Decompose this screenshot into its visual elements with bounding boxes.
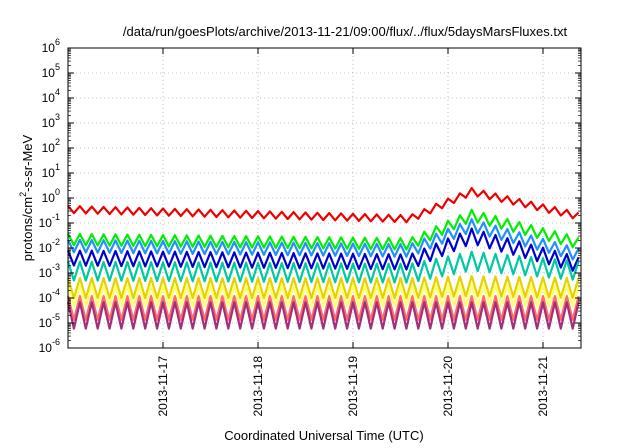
flux-series-line <box>66 283 580 308</box>
y-tick-label: 105 <box>42 62 60 80</box>
y-tick-label: 106 <box>42 37 60 55</box>
y-axis-ticks: 10-610-510-410-310-210-11001011021031041… <box>39 37 581 355</box>
x-tick-label: 2013-11-19 <box>346 356 360 417</box>
y-tick-label: 10-4 <box>39 287 60 305</box>
y-tick-exponent: -5 <box>52 312 60 322</box>
y-axis-label: protons/cm2-s-sr-MeV <box>18 134 35 261</box>
flux-series-line <box>66 301 580 330</box>
flux-series-line <box>66 250 580 284</box>
y-tick-exponent: -3 <box>52 262 60 272</box>
flux-series-line <box>66 275 580 300</box>
y-tick-label: 101 <box>42 162 60 180</box>
x-tick-label: 2013-11-21 <box>536 356 550 417</box>
y-tick-label: 10-3 <box>39 262 60 280</box>
y-tick-label: 10-2 <box>39 237 60 255</box>
chart-title: /data/run/goesPlots/archive/2013-11-21/0… <box>123 24 568 39</box>
flux-series-line <box>67 187 580 224</box>
y-tick-exponent: 4 <box>55 87 60 97</box>
x-tick-label: 2013-11-17 <box>156 356 170 417</box>
y-tick-base: 10 <box>42 116 56 130</box>
y-tick-exponent: -2 <box>52 237 60 247</box>
y-tick-base: 10 <box>39 216 53 230</box>
y-tick-exponent: 0 <box>55 187 60 197</box>
y-axis-label-suffix: -s-sr-MeV <box>20 134 35 191</box>
y-tick-exponent: 5 <box>55 62 60 72</box>
y-axis-label-prefix: protons/cm <box>20 197 35 261</box>
y-axis-label-sup: 2 <box>18 192 28 197</box>
y-tick-base: 10 <box>42 141 56 155</box>
y-tick-exponent: 3 <box>55 112 60 122</box>
y-tick-exponent: 2 <box>55 137 60 147</box>
y-tick-base: 10 <box>42 166 56 180</box>
x-tick-label: 2013-11-20 <box>441 356 455 417</box>
x-axis-label: Coordinated Universal Time (UTC) <box>224 428 423 443</box>
y-tick-base: 10 <box>39 266 53 280</box>
y-tick-exponent: 6 <box>55 37 60 47</box>
y-tick-base: 10 <box>39 291 53 305</box>
flux-series-line <box>67 208 580 251</box>
y-tick-label: 103 <box>42 112 60 130</box>
series-group <box>66 187 580 330</box>
y-tick-label: 10-6 <box>39 337 60 355</box>
y-tick-exponent: 1 <box>55 162 60 172</box>
y-tick-label: 102 <box>42 137 60 155</box>
flux-series-line <box>66 227 580 272</box>
y-tick-base: 10 <box>42 91 56 105</box>
y-tick-label: 10-1 <box>39 212 60 230</box>
y-tick-exponent: -1 <box>52 212 60 222</box>
y-tick-base: 10 <box>39 341 53 355</box>
y-tick-base: 10 <box>42 191 56 205</box>
y-tick-label: 104 <box>42 87 60 105</box>
y-tick-base: 10 <box>42 41 56 55</box>
y-tick-label: 10-5 <box>39 312 60 330</box>
y-tick-label: 100 <box>42 187 60 205</box>
y-tick-base: 10 <box>39 241 53 255</box>
y-tick-base: 10 <box>42 66 56 80</box>
y-tick-exponent: -6 <box>52 337 60 347</box>
y-tick-exponent: -4 <box>52 287 60 297</box>
flux-series-line <box>67 218 580 261</box>
x-axis-ticks: 2013-11-17 2013-11-18 2013-11-19 2013-11-20… <box>156 48 550 417</box>
y-tick-base: 10 <box>39 316 53 330</box>
x-tick-label: 2013-11-18 <box>251 356 265 417</box>
flux-series-line <box>66 295 580 321</box>
